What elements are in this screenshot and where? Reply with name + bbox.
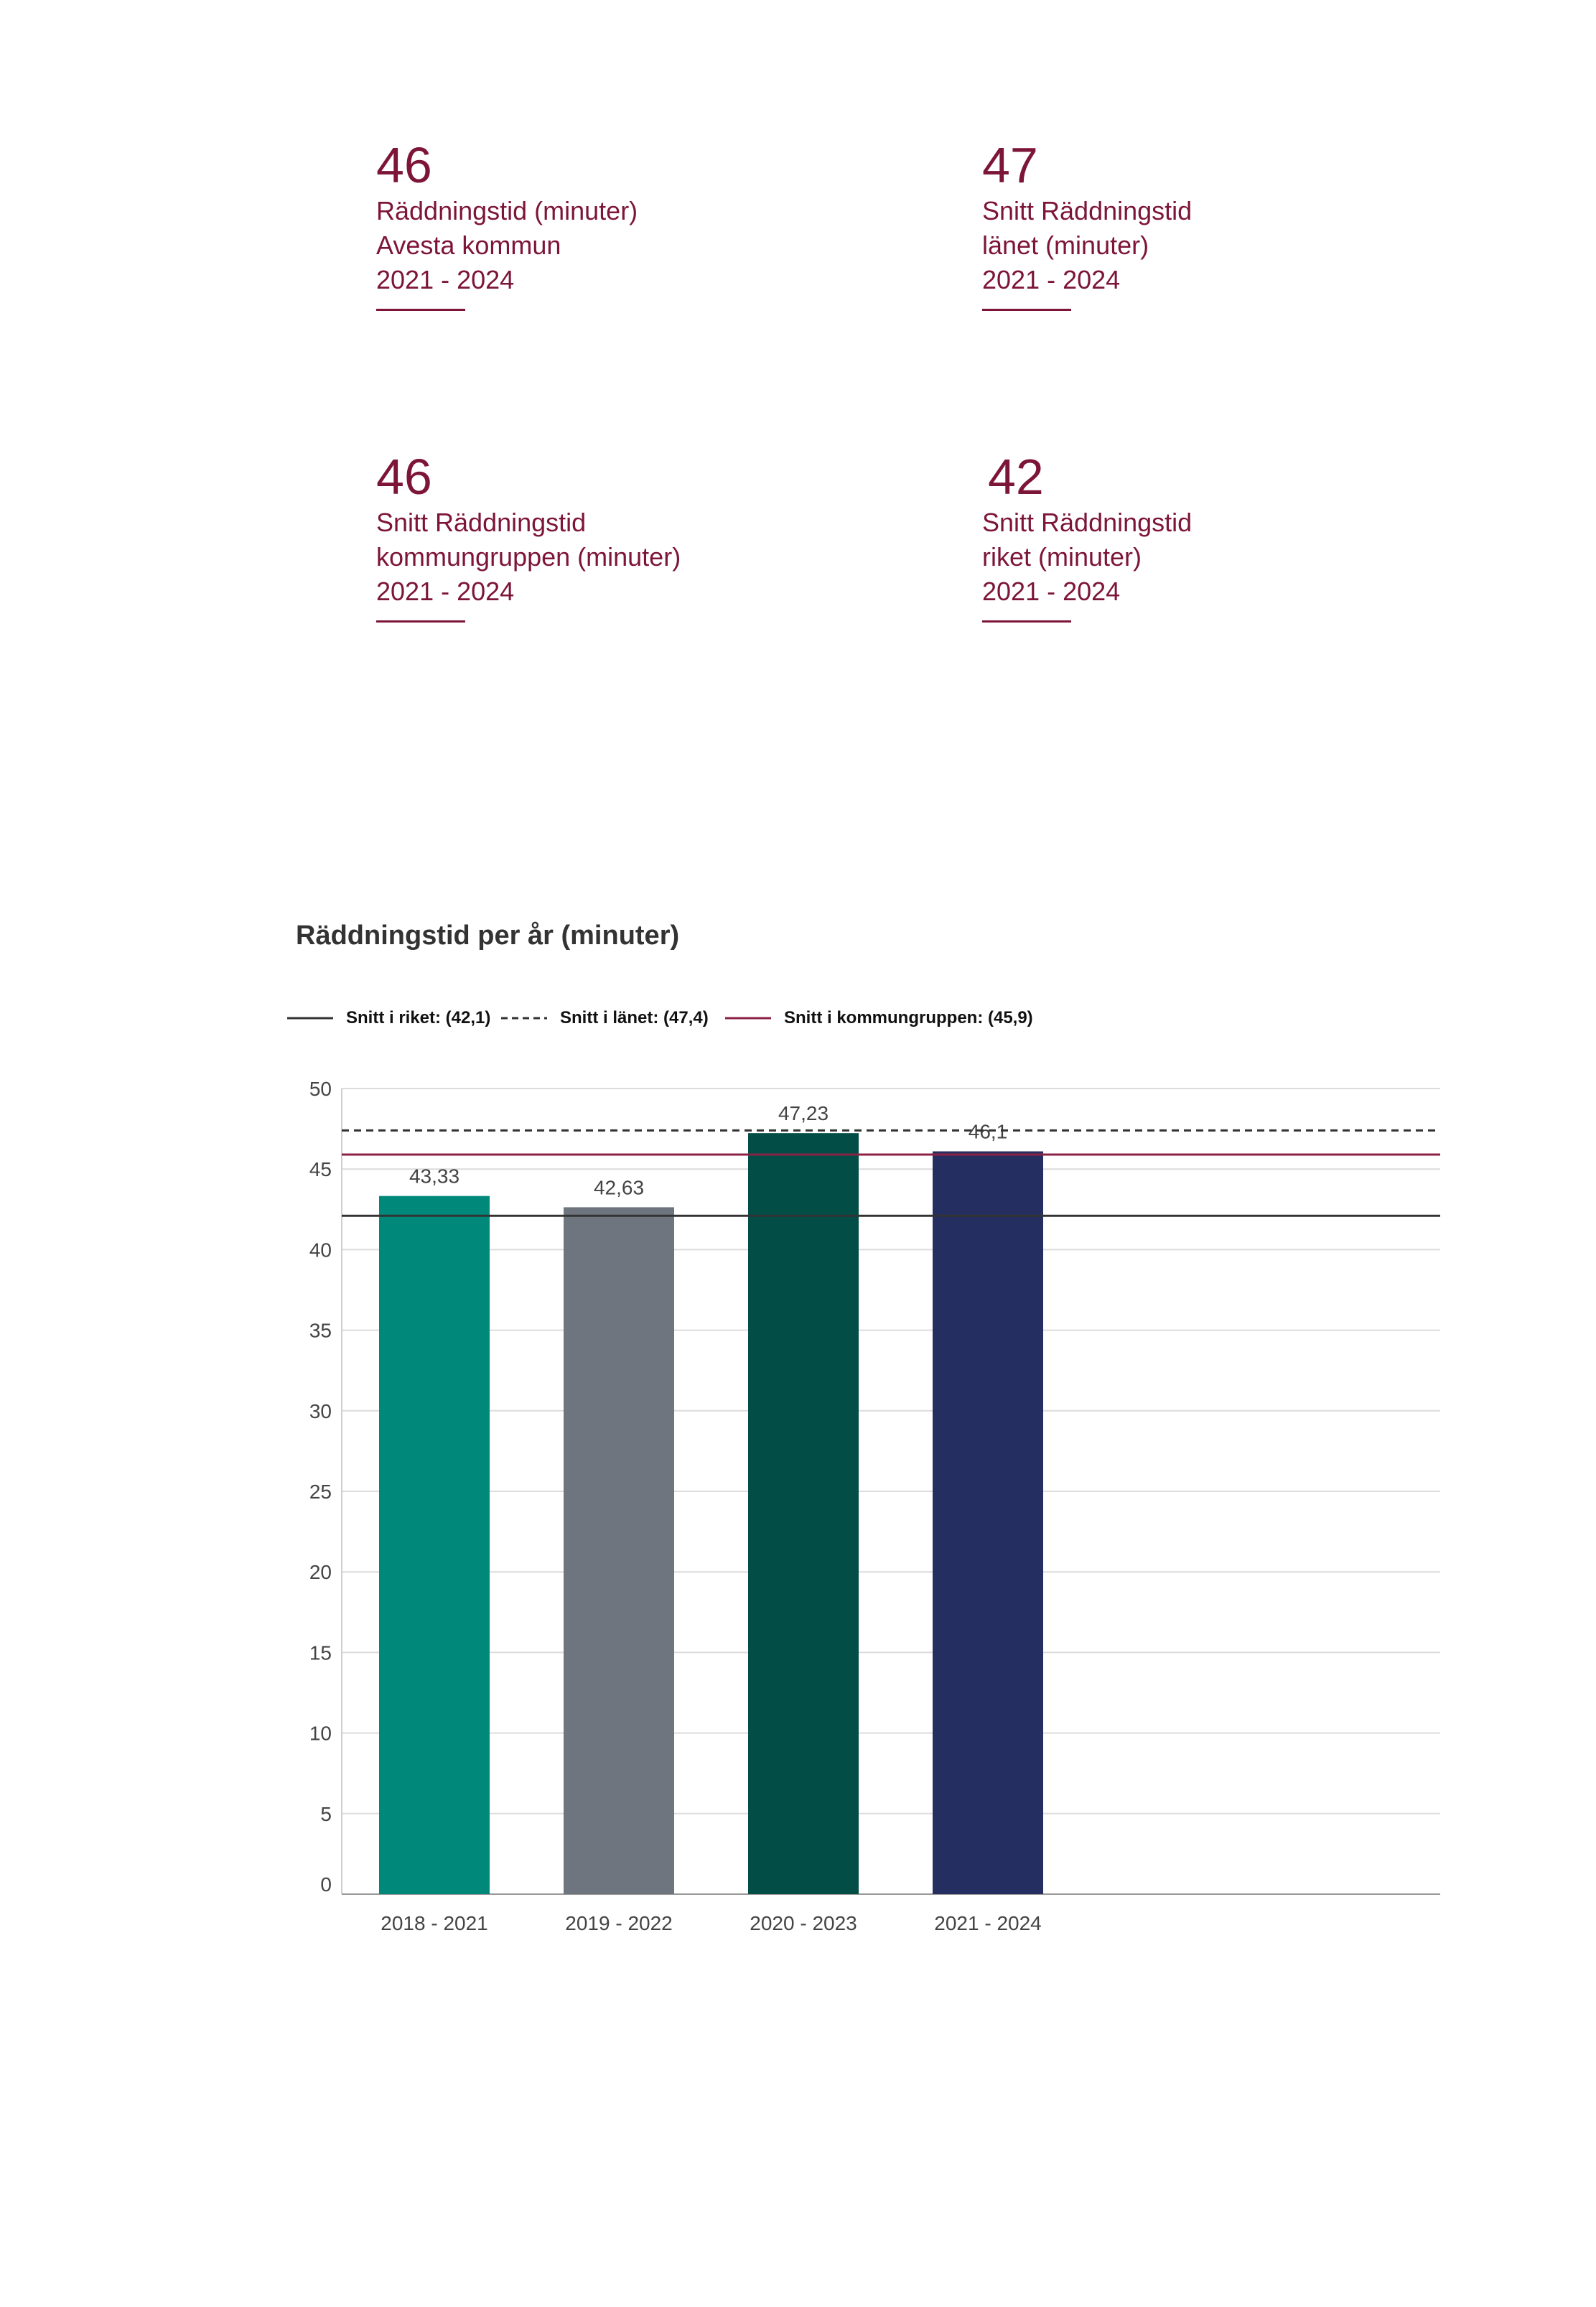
y-tick-label: 25: [309, 1481, 332, 1503]
x-tick-label: 2020 - 2023: [750, 1912, 857, 1934]
y-tick-label: 45: [309, 1158, 332, 1180]
y-tick-label: 40: [309, 1239, 332, 1261]
kpi-label-line: Räddningstid (minuter): [376, 196, 638, 225]
data-label: 47,23: [778, 1102, 829, 1124]
legend-dashed-line-icon: [501, 1017, 547, 1020]
kpi-label-line: Snitt Räddningstid: [376, 508, 587, 537]
bar: [933, 1151, 1043, 1894]
legend-solid-line-icon: [725, 1017, 771, 1020]
data-label: 46,1: [969, 1121, 1008, 1143]
chart-title: Räddningstid per år (minuter): [296, 921, 680, 951]
kpi-riket: 42 Snitt Räddningstid riket (minuter) 20…: [982, 448, 1192, 623]
kpi-label-line: 2021 - 2024: [982, 265, 1121, 294]
kpi-underline: [376, 620, 465, 623]
kpi-label-line: 2021 - 2024: [982, 577, 1121, 606]
y-tick-label: 15: [309, 1641, 332, 1664]
kpi-label-line: 2021 - 2024: [376, 577, 515, 606]
y-tick-label: 50: [309, 1078, 332, 1100]
kpi-label-line: Avesta kommun: [376, 230, 561, 260]
kpi-avesta: 46 Räddningstid (minuter) Avesta kommun …: [376, 136, 638, 311]
kpi-underline: [376, 309, 465, 311]
kpi-underline: [982, 620, 1071, 623]
legend-solid-line-icon: [287, 1017, 333, 1020]
data-label: 43,33: [409, 1165, 459, 1188]
kpi-label-line: länet (minuter): [982, 230, 1149, 260]
y-tick-label: 10: [309, 1723, 332, 1745]
legend-kommungruppen: Snitt i kommungruppen: (45,9): [725, 1008, 1033, 1028]
kpi-value: 47: [982, 137, 1038, 193]
y-tick-label: 20: [309, 1561, 332, 1583]
y-tick-label: 0: [320, 1873, 332, 1896]
x-tick-label: 2019 - 2022: [565, 1912, 672, 1934]
kpi-underline: [982, 309, 1071, 311]
bar: [748, 1133, 859, 1894]
legend-lanet: Snitt i länet: (47,4): [501, 1008, 709, 1028]
y-tick-label: 5: [320, 1803, 332, 1825]
y-tick-label: 30: [309, 1400, 332, 1422]
legend-label: Snitt i kommungruppen: (45,9): [784, 1008, 1033, 1027]
kpi-label-line: 2021 - 2024: [376, 265, 515, 294]
legend-label: Snitt i länet: (47,4): [560, 1008, 709, 1027]
legend-label: Snitt i riket: (42,1): [346, 1008, 491, 1027]
y-tick-label: 35: [309, 1320, 332, 1342]
kpi-value: 42: [988, 449, 1044, 505]
kpi-label-line: Snitt Räddningstid: [982, 196, 1193, 225]
data-label: 42,63: [594, 1176, 644, 1198]
kpi-value: 46: [376, 137, 432, 193]
kpi-label-line: Snitt Räddningstid: [982, 508, 1193, 537]
kpi-label-line: kommungruppen (minuter): [376, 542, 681, 572]
bar: [379, 1196, 490, 1894]
kpi-kommungruppen: 46 Snitt Räddningstid kommungruppen (min…: [376, 448, 681, 623]
kpi-lanet: 47 Snitt Räddningstid länet (minuter) 20…: [982, 136, 1192, 311]
x-tick-label: 2018 - 2021: [381, 1912, 487, 1934]
kpi-label-line: riket (minuter): [982, 542, 1142, 572]
bar: [564, 1207, 674, 1894]
x-tick-label: 2021 - 2024: [934, 1912, 1041, 1934]
legend-riket: Snitt i riket: (42,1): [287, 1008, 490, 1028]
kpi-value: 46: [376, 449, 432, 505]
